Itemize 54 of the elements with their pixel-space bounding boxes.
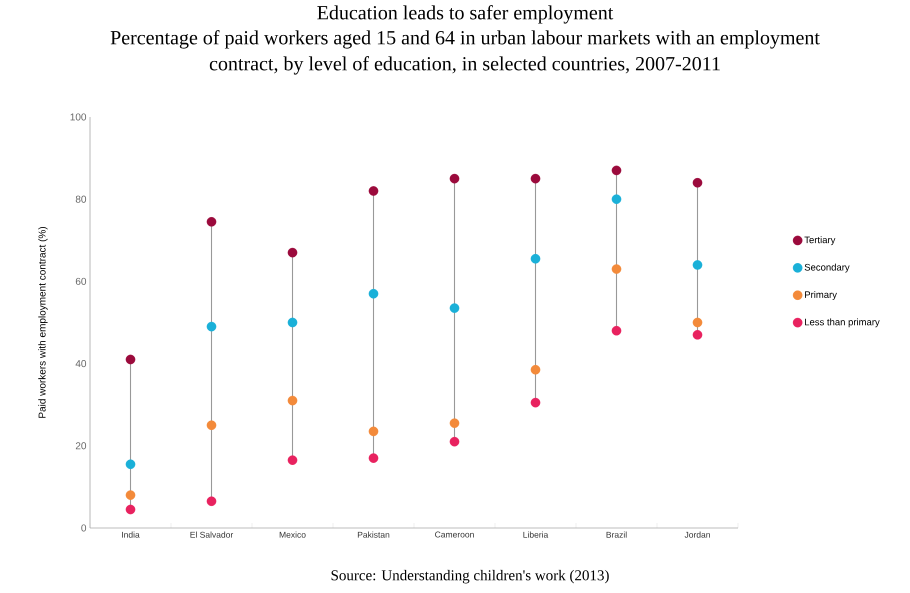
point (368, 426, 378, 436)
point (612, 264, 622, 274)
x-tick-label: El Salvador (190, 532, 234, 538)
legend-label: Tertiary (804, 236, 836, 246)
x-tick-label: Jordan (684, 532, 710, 538)
point (612, 194, 622, 204)
point (692, 330, 702, 340)
legend-label: Less than primary (805, 318, 880, 328)
point (692, 178, 702, 188)
y-tick-label: 0 (81, 524, 86, 532)
point (206, 322, 216, 332)
y-tick-label: 80 (76, 196, 86, 203)
y-tick-label: 20 (76, 442, 86, 450)
point (288, 248, 298, 258)
point (530, 398, 540, 408)
point (126, 459, 136, 470)
point (288, 396, 298, 406)
point (126, 504, 136, 514)
point (368, 186, 378, 196)
point (450, 303, 460, 313)
x-tick-label: India (122, 532, 140, 538)
source-note: Source: Understanding children's work (2013) (332, 570, 609, 584)
x-tick-label: Mexico (280, 532, 306, 538)
x-tick-label: Liberia (523, 532, 548, 538)
x-tick-label: Cameroon (435, 532, 474, 538)
legend-label: Secondary (804, 264, 850, 273)
point (692, 318, 702, 328)
point (450, 418, 460, 428)
point (206, 216, 216, 227)
x-tick-label: Pakistan (358, 532, 390, 538)
point (288, 455, 298, 465)
y-axis-title: Paid workers with employment contract (%) (38, 226, 48, 418)
x-tick-label: Brazil (606, 532, 627, 538)
point (288, 318, 298, 328)
point (692, 260, 702, 270)
point (206, 420, 216, 430)
point (368, 288, 378, 299)
y-tick-label: 100 (70, 113, 86, 121)
point (530, 364, 540, 375)
point (368, 453, 378, 463)
point (612, 326, 622, 336)
point (530, 174, 540, 184)
point (530, 254, 540, 264)
chart-title: Education leads to safer employment (317, 5, 614, 24)
point (450, 436, 460, 446)
point (126, 490, 136, 500)
point (612, 166, 622, 176)
point (450, 174, 460, 184)
y-tick-label: 40 (76, 360, 86, 368)
point (206, 496, 216, 506)
y-tick-label: 60 (76, 278, 86, 285)
chart-subtitle: Percentage of paid workers aged 15 and 64 in urban labour markets with an employment contract, by level of education, in selected countries, 2007-2011 (110, 30, 820, 75)
point (126, 354, 136, 364)
legend-label: Primary (805, 291, 837, 300)
